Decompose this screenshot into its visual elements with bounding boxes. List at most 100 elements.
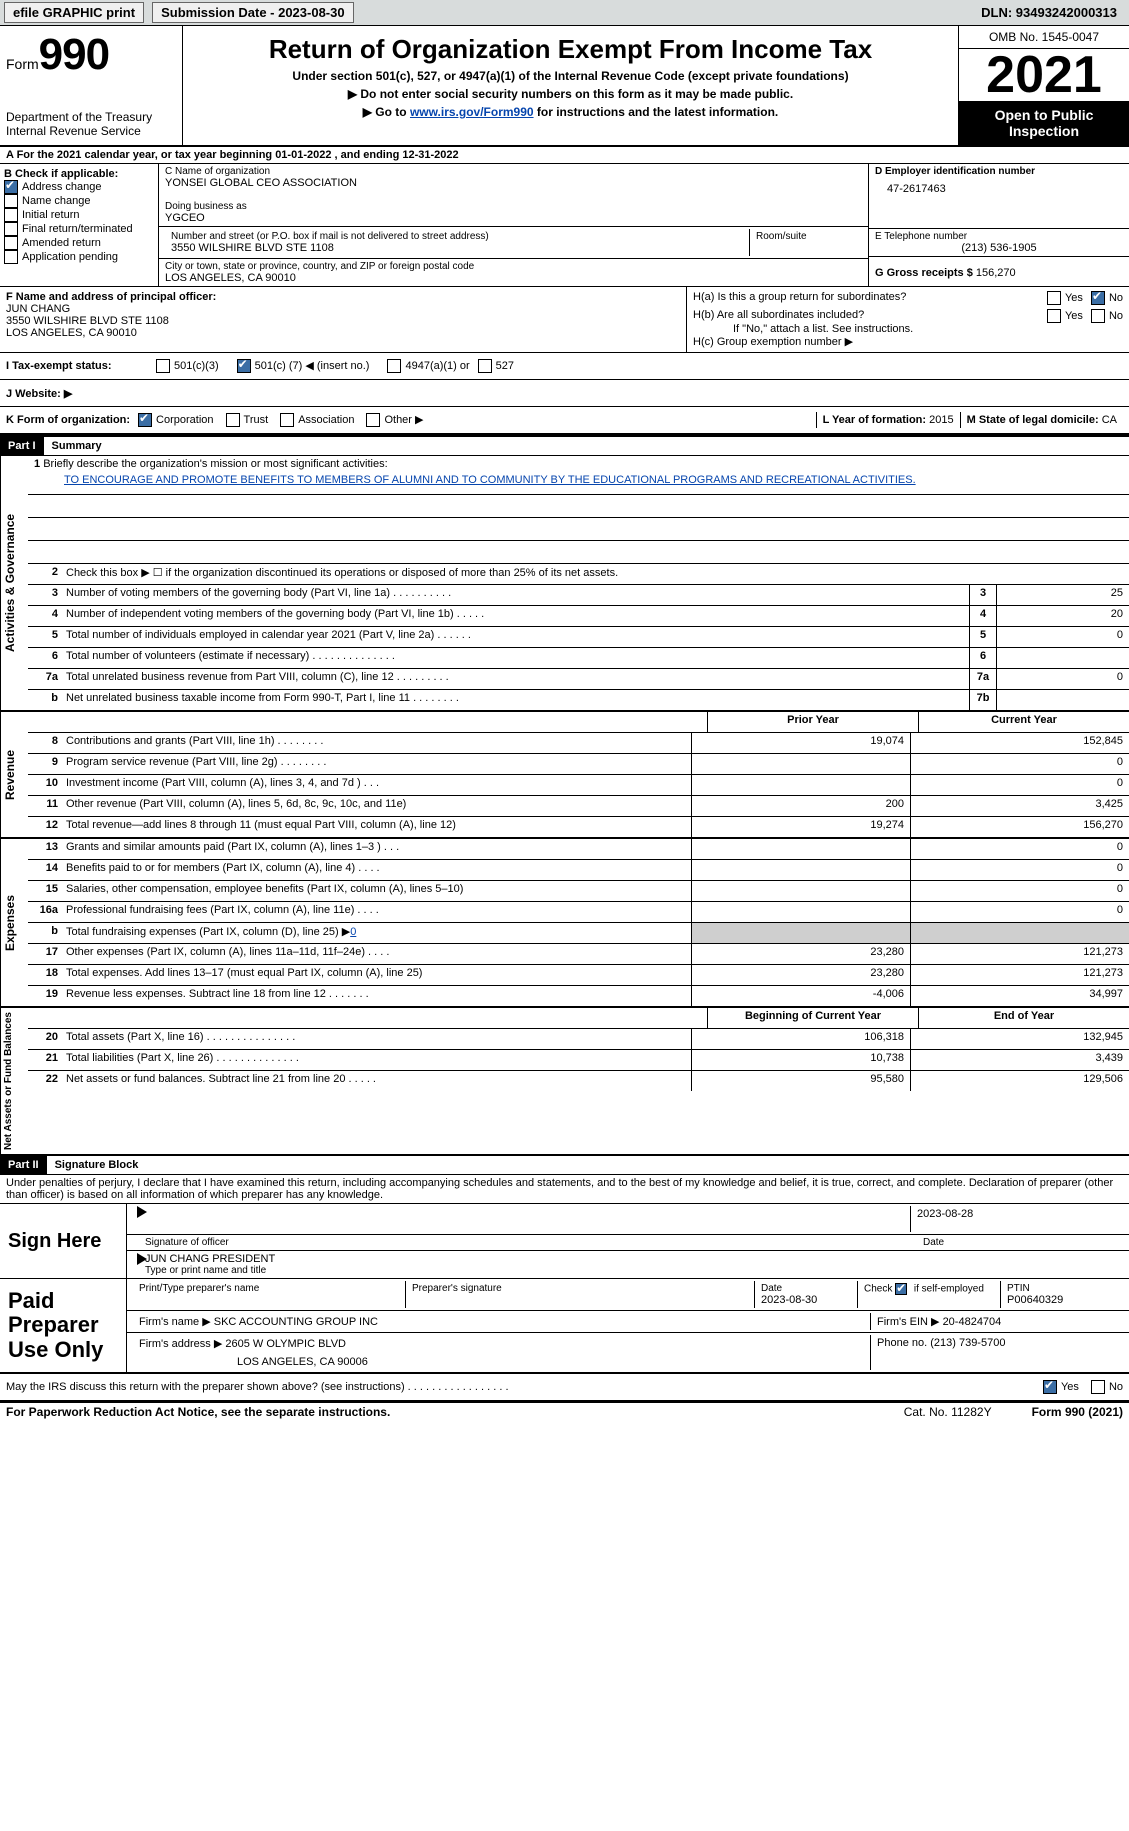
vlabel-ag: Activities & Governance	[0, 456, 19, 710]
ha-yes[interactable]: Yes	[1047, 291, 1083, 305]
chk-address-change[interactable]: Address change	[4, 180, 154, 194]
chk-assoc[interactable]: Association	[280, 413, 354, 427]
ha-label: H(a) Is this a group return for subordin…	[693, 291, 1047, 305]
hb-no[interactable]: No	[1091, 309, 1123, 323]
ein-value: 47-2617463	[875, 177, 1123, 195]
hdr-current: Current Year	[918, 712, 1129, 732]
line-20: Total assets (Part X, line 16) . . . . .…	[62, 1029, 691, 1049]
may-irs-yes[interactable]: Yes	[1043, 1380, 1079, 1394]
l12-prior: 19,274	[691, 817, 910, 837]
phone-value: (213) 536-1905	[875, 242, 1123, 254]
col-f-officer: F Name and address of principal officer:…	[0, 287, 687, 352]
tax-year: 2021	[959, 49, 1129, 101]
line-8: Contributions and grants (Part VIII, lin…	[62, 733, 691, 753]
l19-prior: -4,006	[691, 986, 910, 1006]
sig-officer-row: 2023-08-28	[127, 1204, 1129, 1235]
row-i-label: I Tax-exempt status:	[6, 360, 156, 372]
chk-501c3[interactable]: 501(c)(3)	[156, 359, 219, 373]
addr-label: Number and street (or P.O. box if mail i…	[171, 231, 743, 242]
may-irs-no[interactable]: No	[1091, 1380, 1123, 1394]
addr-cell: Number and street (or P.O. box if mail i…	[159, 227, 868, 259]
chk-app-pending[interactable]: Application pending	[4, 250, 154, 264]
form-990-big: 990	[39, 30, 109, 79]
vlabel-exp: Expenses	[0, 839, 19, 1006]
hb-label: H(b) Are all subordinates included?	[693, 309, 1047, 323]
submission-date-button[interactable]: Submission Date - 2023-08-30	[152, 2, 354, 23]
l22-begin: 95,580	[691, 1071, 910, 1091]
row-klm: K Form of organization: Corporation Trus…	[0, 407, 1129, 435]
hb-note: If "No," attach a list. See instructions…	[693, 323, 1123, 335]
l17-curr: 121,273	[910, 944, 1129, 964]
line-4: Number of independent voting members of …	[62, 606, 969, 626]
chk-initial-return[interactable]: Initial return	[4, 208, 154, 222]
efile-print-button[interactable]: efile GRAPHIC print	[4, 2, 144, 23]
firm-addr-cell: Firm's address ▶ 2605 W OLYMPIC BLVD LOS…	[133, 1335, 870, 1370]
sign-here-row: Sign Here 2023-08-28 Signature of office…	[0, 1204, 1129, 1279]
chk-name-change[interactable]: Name change	[4, 194, 154, 208]
line-3: Number of voting members of the governin…	[62, 585, 969, 605]
hb-yes[interactable]: Yes	[1047, 309, 1083, 323]
l13-prior	[691, 839, 910, 859]
l8-curr: 152,845	[910, 733, 1129, 753]
officer-addr2: LOS ANGELES, CA 90010	[6, 327, 680, 339]
chk-trust[interactable]: Trust	[226, 413, 269, 427]
line-1: 1 Briefly describe the organization's mi…	[28, 456, 1129, 472]
footer-left: For Paperwork Reduction Act Notice, see …	[6, 1405, 390, 1419]
footer-right: Form 990 (2021)	[1032, 1405, 1123, 1419]
l1-label: Briefly describe the organization's miss…	[43, 458, 387, 470]
city-label: City or town, state or province, country…	[165, 261, 862, 272]
chk-other[interactable]: Other ▶	[366, 413, 423, 427]
paid-preparer-body: Print/Type preparer's name Preparer's si…	[127, 1279, 1129, 1372]
l3-val: 25	[996, 585, 1129, 605]
org-name-cell: C Name of organization YONSEI GLOBAL CEO…	[159, 164, 868, 227]
row-j-website: J Website: ▶	[0, 380, 1129, 407]
chk-amended[interactable]: Amended return	[4, 236, 154, 250]
chk-4947[interactable]: 4947(a)(1) or	[387, 359, 469, 373]
line-17: Other expenses (Part IX, column (A), lin…	[62, 944, 691, 964]
line-19: Revenue less expenses. Subtract line 18 …	[62, 986, 691, 1006]
m-value: CA	[1102, 414, 1117, 426]
hb-row: H(b) Are all subordinates included? Yes …	[693, 309, 1123, 323]
l11-curr: 3,425	[910, 796, 1129, 816]
l13-curr: 0	[910, 839, 1129, 859]
dba-label: Doing business as	[165, 201, 862, 212]
may-irs-row: May the IRS discuss this return with the…	[0, 1374, 1129, 1402]
vlabel-na: Net Assets or Fund Balances	[0, 1008, 16, 1154]
l-value: 2015	[929, 414, 953, 426]
hdr-begin: Beginning of Current Year	[707, 1008, 918, 1028]
sig-officer-labels: Signature of officer Date	[127, 1235, 1129, 1251]
l1-mission: TO ENCOURAGE AND PROMOTE BENEFITS TO MEM…	[28, 472, 1129, 495]
officer-addr1: 3550 WILSHIRE BLVD STE 1108	[6, 315, 680, 327]
revenue-section: Revenue Prior YearCurrent Year 8Contribu…	[0, 712, 1129, 839]
sign-here-label: Sign Here	[0, 1204, 127, 1278]
row-j-label: J Website: ▶	[6, 387, 72, 400]
chk-final-return[interactable]: Final return/terminated	[4, 222, 154, 236]
l19-curr: 34,997	[910, 986, 1129, 1006]
sign-here-body: 2023-08-28 Signature of officer Date JUN…	[127, 1204, 1129, 1278]
sig-date-value: 2023-08-28	[910, 1206, 1123, 1232]
chk-corp[interactable]: Corporation	[138, 413, 213, 427]
l10-curr: 0	[910, 775, 1129, 795]
l16b-curr	[910, 923, 1129, 943]
l1-blank1	[28, 495, 1129, 518]
l9-curr: 0	[910, 754, 1129, 774]
ha-no[interactable]: No	[1091, 291, 1123, 305]
l16b-prior	[691, 923, 910, 943]
irs-label: Internal Revenue Service	[6, 124, 176, 138]
line-7b: Net unrelated business taxable income fr…	[62, 690, 969, 710]
form-number: Form990	[6, 30, 176, 80]
chk-527[interactable]: 527	[478, 359, 514, 373]
prep-sig-cell: Preparer's signature	[405, 1281, 754, 1308]
l9-prior	[691, 754, 910, 774]
line-9: Program service revenue (Part VIII, line…	[62, 754, 691, 774]
section-bcd: B Check if applicable: Address change Na…	[0, 164, 1129, 287]
vlabel-rev: Revenue	[0, 712, 19, 837]
dba-value: YGCEO	[165, 212, 862, 224]
may-irs-text: May the IRS discuss this return with the…	[6, 1381, 1043, 1393]
form-subtitle: Under section 501(c), 527, or 4947(a)(1)…	[189, 69, 952, 83]
top-bar: efile GRAPHIC print Submission Date - 20…	[0, 0, 1129, 26]
chk-501c[interactable]: 501(c) (7) ◀ (insert no.)	[237, 359, 370, 373]
goto-pre: ▶ Go to	[363, 105, 410, 119]
l6-val	[996, 648, 1129, 668]
irs-link[interactable]: www.irs.gov/Form990	[410, 105, 534, 119]
